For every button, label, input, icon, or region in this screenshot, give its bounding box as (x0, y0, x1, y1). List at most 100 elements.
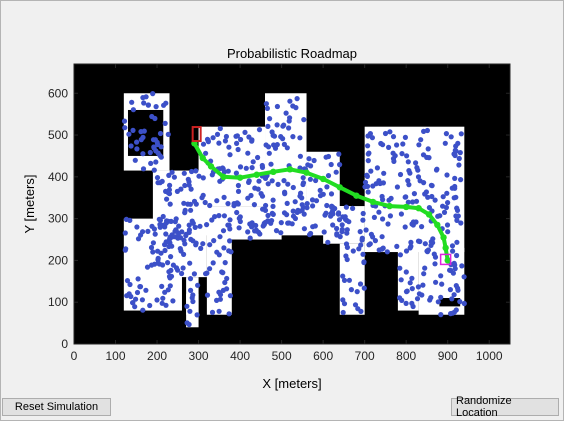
roadmap-node (457, 150, 463, 156)
roadmap-node (437, 213, 443, 219)
goal-marker (439, 253, 452, 266)
roadmap-node (186, 222, 192, 228)
roadmap-node (408, 243, 414, 249)
roadmap-node (189, 168, 195, 175)
roadmap-node (178, 186, 184, 192)
path-point (440, 234, 447, 241)
roadmap-node (421, 271, 427, 277)
roadmap-node (173, 227, 179, 233)
roadmap-node (200, 192, 206, 198)
roadmap-node (356, 246, 362, 252)
roadmap-node (453, 283, 459, 289)
roadmap-node (158, 144, 164, 150)
roadmap-node (248, 192, 254, 199)
randomize-location-button[interactable]: Randomize Location (451, 395, 559, 419)
roadmap-node (163, 100, 169, 106)
roadmap-node (459, 263, 465, 269)
roadmap-node (432, 261, 438, 267)
roadmap-node (370, 234, 376, 240)
roadmap-node (337, 234, 343, 240)
roadmap-node (454, 252, 460, 259)
roadmap-node (388, 195, 394, 201)
roadmap-node (281, 122, 287, 128)
roadmap-nodes (121, 91, 467, 328)
roadmap-node (447, 287, 453, 293)
roadmap-node (455, 140, 461, 146)
roadmap-node (150, 137, 157, 143)
roadmap-node (448, 134, 454, 140)
roadmap-node (278, 220, 284, 226)
roadmap-node (167, 283, 173, 289)
roadmap-node (167, 275, 173, 281)
roadmap-node (205, 139, 211, 145)
roadmap-node (159, 300, 165, 306)
roadmap-node (166, 172, 172, 178)
roadmap-node (364, 172, 370, 178)
y-axis-label: Y [meters] (22, 174, 37, 233)
reset-simulation-button[interactable]: Reset Simulation (2, 398, 111, 416)
roadmap-node (263, 101, 269, 107)
roadmap-node (249, 137, 255, 143)
roadmap-node (350, 248, 356, 254)
roadmap-node (126, 131, 132, 137)
roadmap-node (284, 200, 290, 206)
roadmap-node (281, 210, 288, 216)
roadmap-node (382, 130, 389, 137)
roadmap-node (299, 207, 305, 214)
roadmap-node (408, 239, 414, 245)
roadmap-node (200, 141, 207, 147)
roadmap-node (438, 312, 444, 318)
roadmap-node (360, 210, 366, 217)
roadmap-node (325, 239, 331, 245)
path-point (253, 171, 260, 178)
roadmap-node (417, 178, 423, 184)
roadmap-node (376, 209, 382, 215)
roadmap-node (451, 195, 457, 201)
roadmap-node (207, 202, 213, 209)
roadmap-node (192, 224, 198, 230)
roadmap-node (374, 165, 380, 171)
roadmap-node (429, 193, 435, 200)
roadmap-node (400, 141, 406, 147)
roadmap-node (424, 127, 430, 134)
roadmap-node (385, 221, 391, 227)
roadmap-node (173, 216, 179, 222)
roadmap-node (149, 223, 155, 229)
roadmap-node (134, 289, 141, 296)
roadmap-node (235, 146, 241, 153)
x-tick-label: 300 (189, 349, 209, 363)
roadmap-node (403, 194, 409, 200)
roadmap-node (269, 210, 275, 216)
roadmap-node (425, 146, 431, 152)
roadmap-node (268, 161, 274, 167)
free-space-region (397, 243, 419, 311)
roadmap-node (377, 180, 383, 187)
roadmap-node (212, 214, 218, 220)
roadmap-node (187, 260, 193, 266)
roadmap-node (148, 244, 155, 251)
roadmap-node (162, 120, 168, 126)
roadmap-node (217, 125, 223, 132)
roadmap-node (135, 236, 142, 242)
roadmap-node (282, 191, 288, 197)
roadmap-node (354, 289, 360, 295)
roadmap-node (290, 184, 296, 191)
roadmap-node (221, 213, 227, 219)
roadmap-node (182, 182, 188, 189)
roadmap-node (143, 287, 149, 293)
roadmap-node (297, 135, 303, 141)
roadmap-node (220, 287, 226, 293)
roadmap-node (299, 202, 305, 208)
roadmap-node (407, 280, 413, 286)
roadmap-node (328, 161, 334, 168)
roadmap-node (179, 270, 185, 277)
roadmap-node (217, 296, 223, 302)
roadmap-node (310, 203, 316, 209)
roadmap-node (256, 178, 262, 184)
roadmap-node (380, 245, 386, 251)
roadmap-node (270, 203, 276, 209)
roadmap-node (438, 273, 444, 279)
roadmap-node (442, 140, 448, 146)
roadmap-node (450, 310, 456, 316)
roadmap-node (301, 226, 307, 232)
